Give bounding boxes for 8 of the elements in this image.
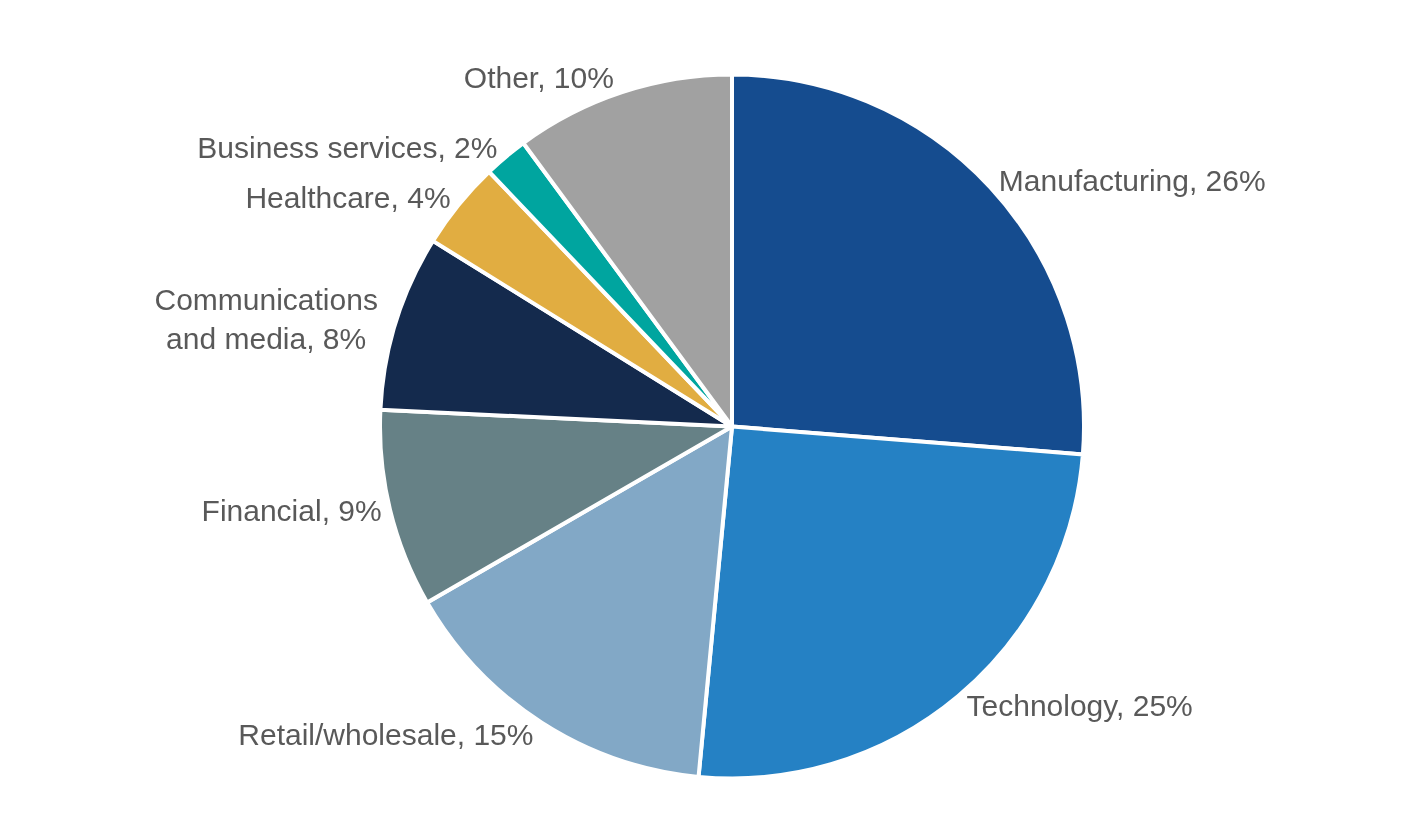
slice-label: Technology, 25% bbox=[966, 689, 1193, 723]
slice-label: Communications and media, 8% bbox=[154, 282, 378, 355]
slice-label: Healthcare, 4% bbox=[245, 181, 451, 215]
slice-label: Business services, 2% bbox=[197, 130, 498, 164]
slice-label: Retail/wholesale, 15% bbox=[238, 717, 534, 751]
slice-label: Manufacturing, 26% bbox=[998, 163, 1266, 197]
slice-label: Other, 10% bbox=[463, 60, 614, 94]
slice-label: Financial, 9% bbox=[201, 493, 382, 527]
